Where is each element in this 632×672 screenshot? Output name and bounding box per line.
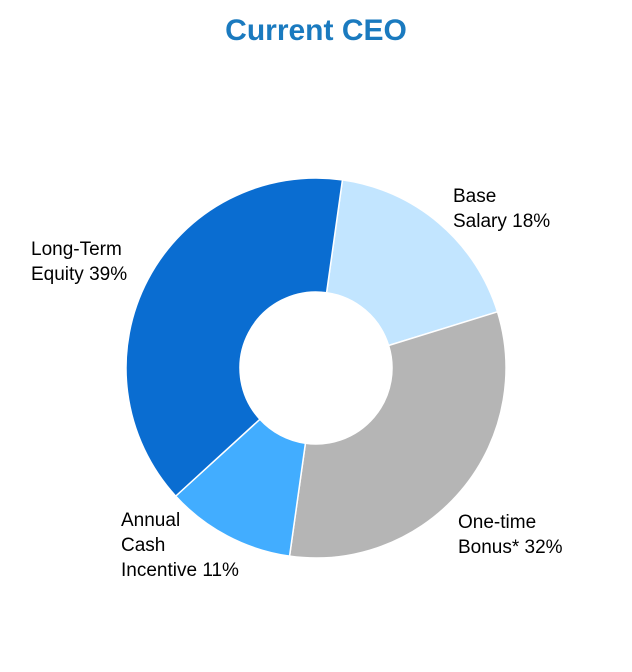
chart-title: Current CEO <box>225 14 407 47</box>
slice-label-line: One-time <box>458 512 537 533</box>
slice-label-line: Long-Term <box>31 239 122 260</box>
slice-one-time-bonus <box>288 310 507 559</box>
slice-label-line: Annual <box>121 510 181 531</box>
slice-label-line: Bonus* 32% <box>458 537 563 558</box>
slice-label-one-time-bonus: One-time Bonus* 32% <box>458 510 563 560</box>
slice-label-long-term-equity: Long-Term Equity 39% <box>31 237 127 287</box>
slice-long-term-equity <box>125 177 344 498</box>
slice-label-line: Equity 39% <box>31 264 128 285</box>
slice-label-annual-cash-incentive: Annual Cash Incentive 11% <box>121 508 239 583</box>
slice-label-line: Cash <box>121 535 166 556</box>
slice-label-line: Incentive 11% <box>121 560 239 581</box>
slice-base-salary <box>325 179 499 347</box>
slice-label-line: Salary 18% <box>453 211 551 232</box>
slice-label-line: Base <box>453 186 497 207</box>
slice-label-base-salary: Base Salary 18% <box>453 184 550 234</box>
